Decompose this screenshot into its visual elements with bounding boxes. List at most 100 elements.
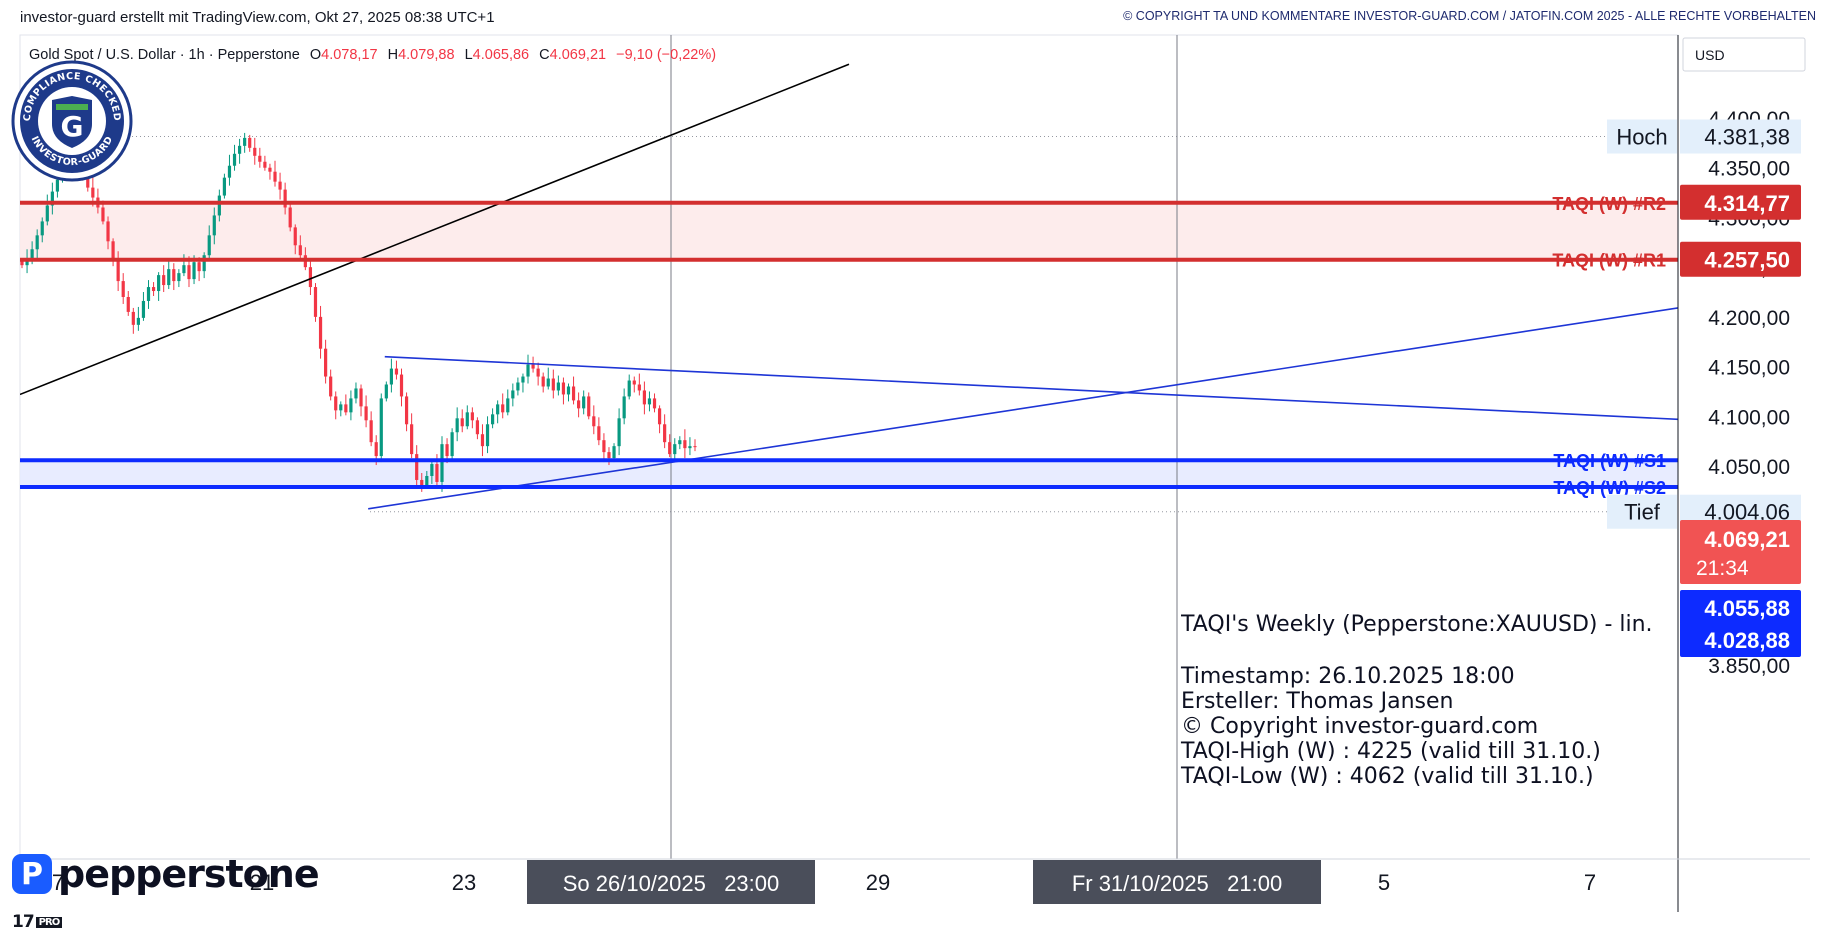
candle[interactable] [162, 265, 166, 293]
candle[interactable] [455, 407, 459, 442]
candle[interactable] [465, 405, 469, 430]
blue-rising-line[interactable] [368, 307, 1678, 510]
candle[interactable] [693, 439, 697, 452]
tradingview-logo-icon[interactable]: 17 PRO [12, 912, 63, 932]
candle[interactable] [470, 407, 474, 429]
candle[interactable] [121, 273, 125, 304]
blue-upper-line[interactable] [384, 355, 1678, 421]
candle[interactable] [526, 354, 530, 384]
candle[interactable] [627, 374, 631, 400]
candle[interactable] [632, 376, 636, 393]
candle[interactable] [232, 144, 237, 171]
candle[interactable] [354, 382, 358, 404]
candle[interactable] [673, 438, 677, 463]
candle[interactable] [582, 390, 586, 415]
candle[interactable] [556, 375, 560, 396]
candle[interactable] [592, 405, 596, 435]
candle[interactable] [136, 306, 140, 331]
candle[interactable] [222, 173, 227, 199]
candle[interactable] [283, 182, 287, 215]
candle[interactable] [50, 182, 54, 215]
candle[interactable] [597, 417, 601, 446]
candle[interactable] [106, 216, 110, 250]
candle[interactable] [237, 138, 242, 164]
candle[interactable] [516, 377, 520, 396]
candle[interactable] [293, 224, 297, 255]
candle[interactable] [349, 390, 353, 421]
candle[interactable] [683, 429, 687, 459]
candle[interactable] [602, 433, 606, 463]
time-axis[interactable]: 7 21 23 29 5 7 So 26/10/2025 23:00 Fr 31/10/202… [52, 860, 1596, 904]
candle[interactable] [212, 207, 216, 245]
candle[interactable] [566, 383, 571, 402]
candle[interactable] [146, 280, 151, 309]
candle[interactable] [521, 373, 525, 393]
candle[interactable] [617, 408, 621, 456]
candle[interactable] [657, 405, 662, 434]
candle[interactable] [334, 391, 338, 420]
candle[interactable] [35, 229, 39, 260]
candle[interactable] [647, 391, 652, 412]
candle[interactable] [339, 401, 343, 417]
symbol-legend[interactable]: Gold Spot / U.S. Dollar · 1h · Peppersto… [29, 47, 716, 63]
candle[interactable] [344, 394, 348, 416]
candle[interactable] [329, 369, 333, 401]
candle[interactable] [298, 235, 302, 262]
candle[interactable] [460, 409, 464, 433]
candle[interactable] [541, 372, 545, 393]
candle[interactable] [217, 189, 221, 222]
candle[interactable] [440, 436, 444, 492]
candle[interactable] [248, 134, 252, 152]
candle[interactable] [227, 154, 232, 186]
candle[interactable] [637, 373, 641, 396]
candle[interactable] [587, 392, 591, 420]
candle[interactable] [430, 461, 434, 484]
candle[interactable] [263, 155, 267, 171]
candle[interactable] [167, 261, 171, 290]
candle[interactable] [126, 291, 130, 316]
candle[interactable] [561, 377, 566, 405]
candle[interactable] [536, 362, 540, 386]
candle[interactable] [258, 147, 262, 168]
candle[interactable] [131, 307, 135, 334]
candle[interactable] [313, 283, 318, 322]
candle[interactable] [45, 194, 49, 226]
candle[interactable] [506, 389, 510, 416]
candle[interactable] [278, 172, 282, 200]
candle[interactable] [663, 414, 667, 449]
candle[interactable] [622, 388, 626, 425]
candle[interactable] [546, 367, 550, 390]
candle[interactable] [202, 252, 206, 279]
candle[interactable] [379, 393, 383, 463]
candle[interactable] [177, 269, 181, 288]
candle[interactable] [511, 383, 515, 407]
candle[interactable] [273, 160, 277, 187]
candle[interactable] [369, 411, 373, 447]
black-trendline[interactable] [20, 63, 850, 396]
candle[interactable] [501, 393, 505, 419]
candle[interactable] [141, 292, 146, 321]
candle[interactable] [359, 384, 363, 417]
candle[interactable] [207, 225, 211, 260]
candle[interactable] [652, 393, 657, 413]
candle[interactable] [389, 358, 393, 393]
candle[interactable] [268, 163, 272, 180]
candle[interactable] [40, 217, 44, 243]
candle[interactable] [410, 413, 414, 459]
candle[interactable] [577, 392, 581, 418]
candle[interactable] [496, 400, 500, 424]
candle[interactable] [384, 381, 388, 402]
candle[interactable] [364, 395, 368, 428]
candle[interactable] [642, 381, 646, 415]
candle[interactable] [324, 339, 328, 384]
candle[interactable] [668, 434, 672, 458]
candle[interactable] [480, 424, 485, 457]
candle[interactable] [678, 436, 682, 450]
candle[interactable] [318, 305, 323, 359]
candle[interactable] [288, 202, 292, 232]
plot-area[interactable] [19, 34, 1679, 860]
candle[interactable] [571, 376, 576, 405]
candle[interactable] [394, 360, 399, 380]
candle[interactable] [485, 416, 490, 454]
